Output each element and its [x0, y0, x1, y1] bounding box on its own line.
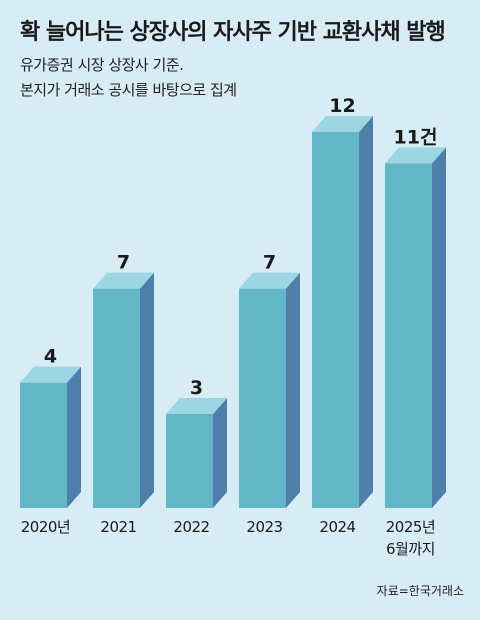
bar-4	[312, 132, 359, 508]
bar-1	[93, 288, 140, 508]
bar-side-5	[432, 147, 446, 509]
bar-side-0	[67, 366, 81, 508]
chart-title: 확 늘어나는 상장사의 자사주 기반 교환사채 발행	[20, 20, 446, 45]
x-tick-label-2: 2022	[173, 518, 209, 536]
data-label-0: 4	[44, 346, 57, 368]
bar-5	[385, 163, 432, 509]
bar-side-3	[286, 272, 300, 508]
data-label-4: 12	[329, 95, 355, 117]
x-tick-label-5-line-0: 2025년	[386, 518, 435, 536]
bar-top-5	[385, 147, 446, 164]
x-tick-label-3: 2023	[246, 518, 282, 536]
chart-subtitle-line-1: 유가증권 시장 상장사 기준.	[20, 56, 184, 74]
chart-subtitle-line-2: 본지가 거래소 공시를 바탕으로 집계	[20, 81, 237, 99]
x-tick-label-1: 2021	[100, 518, 136, 536]
x-tick-label-0: 2020년	[21, 518, 70, 536]
x-tick-label-4: 2024	[319, 518, 355, 536]
bar-0	[20, 382, 67, 508]
bar-top-2	[166, 398, 227, 414]
bar-2	[166, 414, 213, 508]
source-note: 자료=한국거래소	[376, 584, 464, 598]
bar-top-3	[239, 272, 300, 289]
data-label-1: 7	[117, 252, 130, 274]
bar-top-0	[20, 366, 81, 383]
bar-side-2	[213, 398, 227, 508]
bar-3	[239, 288, 286, 508]
bar-top-1	[93, 272, 154, 289]
bar-side-4	[359, 116, 373, 508]
x-tick-label-5-line-1: 6월까지	[386, 540, 435, 558]
data-label-5: 11건	[394, 126, 438, 148]
data-label-3: 7	[263, 252, 276, 274]
bar-side-1	[140, 272, 154, 508]
bar-top-4	[312, 116, 373, 132]
data-label-2: 3	[190, 377, 203, 399]
